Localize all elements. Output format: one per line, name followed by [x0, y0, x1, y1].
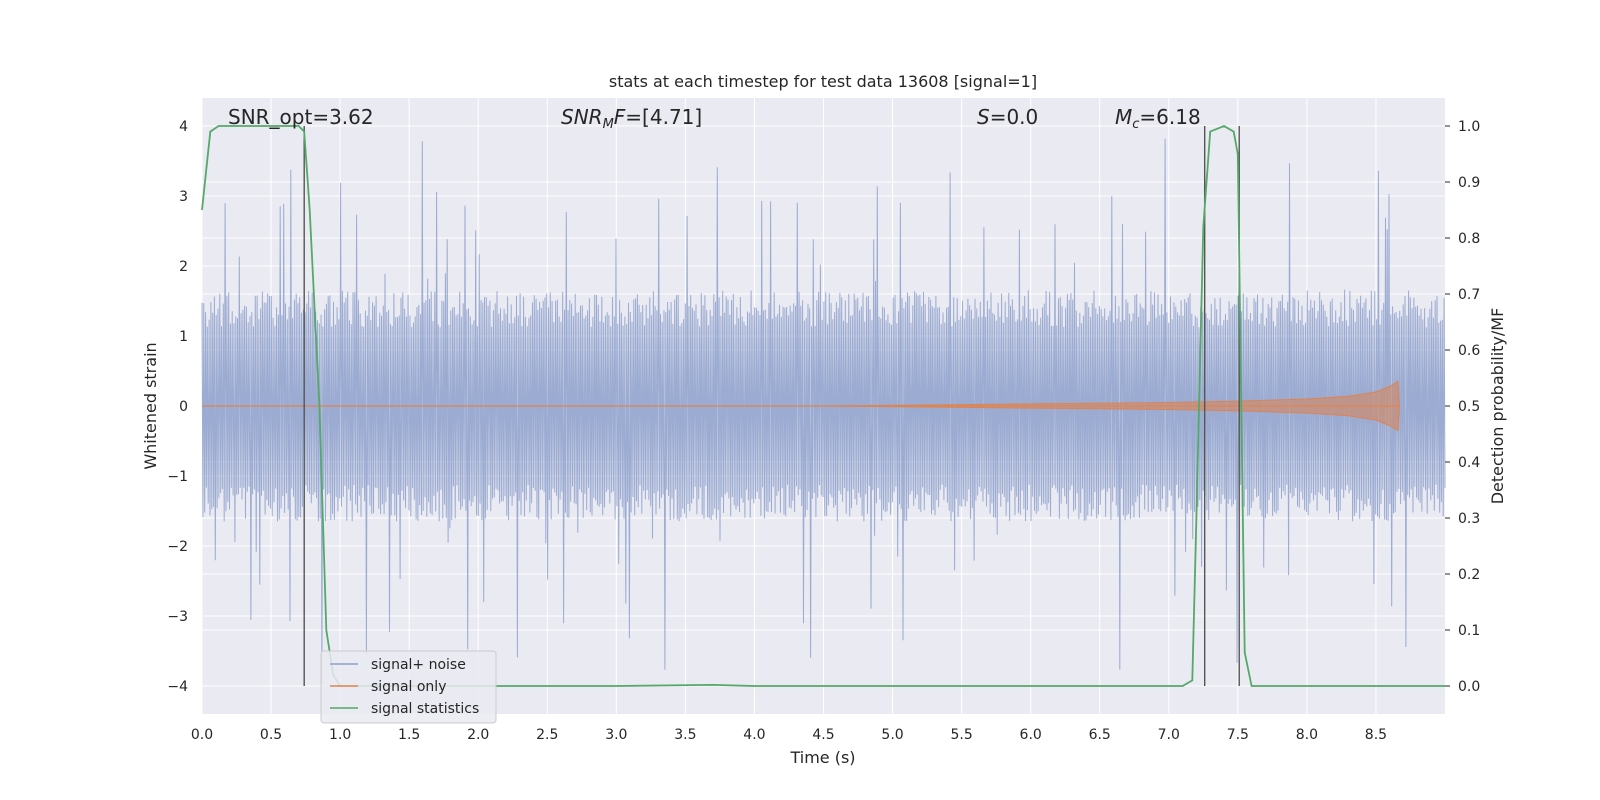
legend-label-signal-noise: signal+ noise [371, 657, 466, 673]
y-right-tick-label: 0.2 [1458, 567, 1480, 583]
x-tick-label: 4.0 [743, 727, 765, 743]
y-left-tick-label: −2 [167, 539, 188, 555]
signal-noise-series [201, 138, 1446, 684]
x-axis-label: Time (s) [789, 748, 855, 767]
legend-label-signal-only: signal only [371, 679, 446, 695]
y-right-tick-label: 0.3 [1458, 511, 1480, 527]
y-right-tick-label: 0.9 [1458, 175, 1480, 191]
y-left-axis-label: Whitened strain [141, 342, 160, 469]
x-tick-label: 3.0 [605, 727, 627, 743]
x-tick-label: 3.5 [674, 727, 696, 743]
y-left-tick-label: 4 [179, 119, 188, 135]
signal-noise-line [201, 138, 1446, 684]
y-left-tick-label: 0 [179, 399, 188, 415]
annotation-s: S=0.0 [977, 105, 1038, 129]
y-right-tick-label: 0.1 [1458, 623, 1480, 639]
y-left-tick-label: 2 [179, 259, 188, 275]
y-right-tick-label: 0.8 [1458, 231, 1480, 247]
x-tick-label: 1.5 [398, 727, 420, 743]
y-left-tick-label: −3 [167, 609, 188, 625]
y-left-tick-label: −4 [167, 679, 188, 695]
x-tick-label: 4.5 [812, 727, 834, 743]
annotation-snr-mf: SNRMF=[4.71] [561, 105, 702, 132]
y-left-tick-label: 1 [179, 329, 188, 345]
x-tick-label: 0.5 [260, 727, 282, 743]
y-right-axis-label: Detection probability/MF [1488, 308, 1507, 505]
x-tick-label: 8.5 [1365, 727, 1387, 743]
y-left-tick-label: 3 [179, 189, 188, 205]
legend-label-signal-statistics: signal statistics [371, 701, 479, 717]
annotation-mc: Mc=6.18 [1115, 105, 1201, 132]
signal-statistics-series [201, 125, 1445, 687]
legend-box [320, 650, 497, 724]
x-tick-label: 1.0 [329, 727, 351, 743]
y-left-axis-ticks: −4 −3 −2 −1 0 1 2 3 4 [167, 119, 188, 695]
y-right-tick-label: 0.0 [1458, 679, 1480, 695]
y-right-tick-label: 0.7 [1458, 287, 1480, 303]
chart-title: stats at each timestep for test data 136… [609, 72, 1037, 91]
y-right-tick-label: 1.0 [1458, 119, 1480, 135]
x-tick-label: 7.5 [1227, 727, 1249, 743]
x-tick-label: 2.5 [536, 727, 558, 743]
y-right-tick-label: 0.6 [1458, 343, 1480, 359]
y-right-axis-ticks: 0.0 0.1 0.2 0.3 0.4 0.5 0.6 0.7 0.8 0.9 1.0 [1445, 119, 1480, 695]
x-tick-label: 6.0 [1020, 727, 1042, 743]
x-tick-label: 0.0 [191, 727, 213, 743]
x-tick-label: 7.0 [1158, 727, 1180, 743]
x-axis-ticks: 0.0 0.5 1.0 1.5 2.0 2.5 3.0 3.5 4.0 4.5 5.0 5.5 6.0 6… [191, 727, 1387, 743]
x-tick-label: 5.0 [881, 727, 903, 743]
signal-statistics-line [201, 125, 1445, 687]
x-tick-label: 5.5 [950, 727, 972, 743]
y-right-tick-label: 0.5 [1458, 399, 1480, 415]
x-tick-label: 8.0 [1296, 727, 1318, 743]
x-tick-label: 2.0 [467, 727, 489, 743]
annotation-snr-opt: SNR_opt=3.62 [228, 105, 374, 129]
x-tick-label: 6.5 [1089, 727, 1111, 743]
y-right-tick-label: 0.4 [1458, 455, 1480, 471]
y-left-tick-label: −1 [167, 469, 188, 485]
legend: signal+ noise signal only signal statist… [320, 650, 497, 724]
